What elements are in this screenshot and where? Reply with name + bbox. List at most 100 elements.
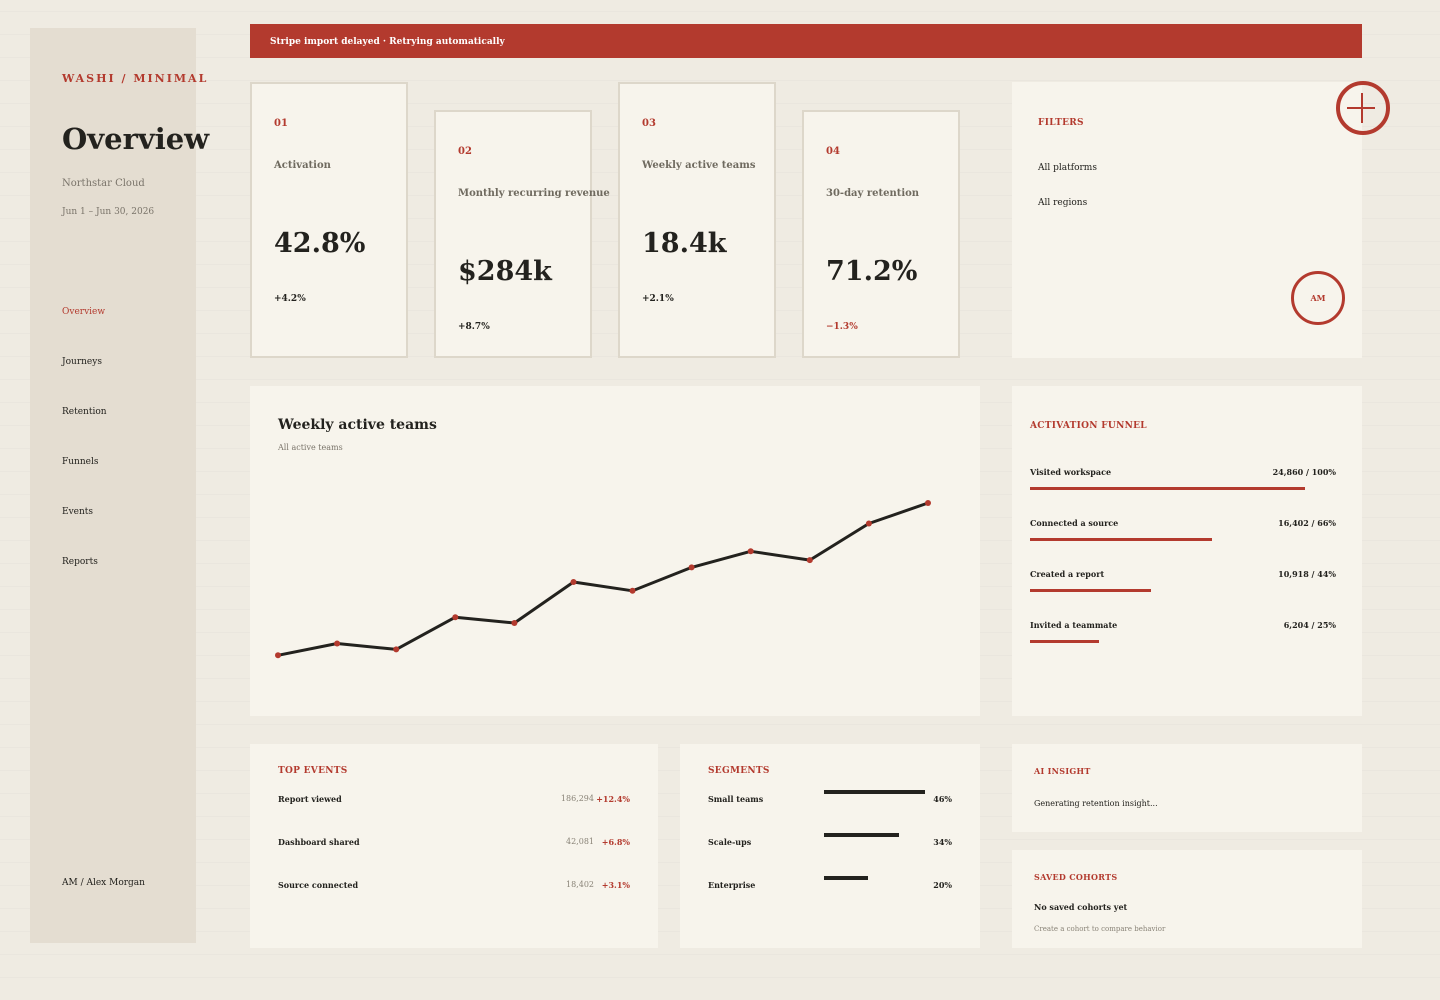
funnel-step-bar [1030,538,1212,541]
segment-percent: 46% [933,794,952,804]
segment-name[interactable]: Small teams [708,794,764,804]
data-point[interactable] [806,557,813,564]
funnel-title: ACTIVATION FUNNEL [1030,421,1147,431]
segment-name[interactable]: Scale-ups [708,837,752,847]
event-delta: +12.4% [596,794,630,804]
event-name[interactable]: Source connected [278,880,359,890]
data-point[interactable] [570,579,577,585]
user-account[interactable]: AM / Alex Morgan [62,878,145,888]
date-range[interactable]: Jun 1 – Jun 30, 2026 [62,207,155,217]
kpi-card-weekly-active-teams[interactable]: 03 Weekly active teams 18.4k +2.1% [618,82,776,358]
event-name[interactable]: Dashboard shared [278,837,360,847]
cohorts-hint: Create a cohort to compare behavior [1034,925,1166,933]
event-delta: +3.1% [601,880,630,890]
event-count: 18,402 [566,880,594,889]
event-count: 42,081 [566,837,594,846]
data-point[interactable] [511,620,518,626]
nav-item-events[interactable]: Events [62,507,94,517]
cohorts-title: SAVED COHORTS [1034,872,1118,882]
data-point[interactable] [393,646,400,653]
data-point[interactable] [334,640,341,647]
platform-filter[interactable]: All platforms [1038,163,1097,173]
kpi-value: 18.4k [642,228,727,259]
funnel-step-label: Invited a teammate [1030,620,1118,630]
weekly-active-teams-chart: Weekly active teams All active teams [250,386,980,716]
funnel-step-value: 6,204 / 25% [1283,620,1336,630]
funnel-step-bar [1030,640,1099,643]
kpi-label: Weekly active teams [642,160,756,171]
insight-title: AI INSIGHT [1034,766,1091,776]
event-count: 186,294 [560,794,594,803]
segment-percent: 20% [933,880,952,890]
data-point[interactable] [688,564,695,571]
kpi-value: 71.2% [826,256,918,287]
kpi-card-activation[interactable]: 01 Activation 42.8% +4.2% [250,82,408,358]
kpi-delta: +8.7% [458,322,490,332]
nav-item-overview[interactable]: Overview [62,307,106,317]
brand-logo: WASHI / MINIMAL [62,72,209,85]
kpi-label: Monthly recurring revenue [458,188,610,199]
segments-panel: SEGMENTS Small teams 46% Scale-ups 34% Enter… [680,744,980,948]
kpi-delta: +4.2% [274,294,306,304]
kpi-card-mrr[interactable]: 02 Monthly recurring revenue $284k +8.7% [434,110,610,358]
top-events-title: TOP EVENTS [278,766,348,776]
saved-cohorts-panel: SAVED COHORTS No saved cohorts yet Creat… [1012,850,1362,948]
region-filter[interactable]: All regions [1038,198,1088,208]
data-point[interactable] [452,614,459,621]
chart-title: Weekly active teams [278,417,437,433]
kpi-number: 01 [274,118,288,129]
ai-insight-panel: AI INSIGHT Generating retention insight.… [1012,744,1362,832]
funnel-step-label: Created a report [1030,569,1105,579]
line-chart [275,500,931,659]
activation-funnel-panel: ACTIVATION FUNNEL Visited workspace 24,86… [1012,386,1362,716]
alert-text: Stripe import delayed · Retrying automat… [270,37,505,47]
nav-item-journeys[interactable]: Journeys [62,357,102,367]
funnel-step-bar [1030,487,1305,490]
segment-name[interactable]: Enterprise [708,880,756,890]
funnel-step-value: 24,860 / 100% [1272,467,1336,477]
segment-bar [824,833,899,837]
funnel-step-label: Visited workspace [1030,467,1112,477]
page-title: Overview [62,122,210,156]
data-point[interactable] [275,652,281,659]
event-name[interactable]: Report viewed [278,794,342,804]
funnel-step-bar [1030,589,1151,592]
funnel-step-label: Connected a source [1030,518,1119,528]
kpi-number: 03 [642,118,656,129]
kpi-value: $284k [458,256,552,287]
kpi-value: 42.8% [274,228,366,259]
series-line [277,501,929,657]
workspace-name: Northstar Cloud [62,178,145,189]
kpi-number: 02 [458,146,472,157]
nav-item-funnels[interactable]: Funnels [62,457,99,467]
add-icon[interactable] [1336,81,1390,135]
funnel-step-value: 16,402 / 66% [1278,518,1336,528]
segments-title: SEGMENTS [708,766,770,776]
nav-item-retention[interactable]: Retention [62,407,107,417]
filters-title: FILTERS [1038,118,1084,128]
segment-bar [824,790,925,794]
kpi-card-retention[interactable]: 04 30-day retention 71.2% −1.3% [802,110,960,358]
kpi-number: 04 [826,146,840,157]
cohorts-empty-state: No saved cohorts yet [1034,902,1128,912]
event-delta: +6.8% [601,837,630,847]
avatar[interactable]: AM [1291,271,1345,325]
chart-subtitle: All active teams [278,443,343,452]
kpi-label: 30-day retention [826,188,920,199]
kpi-delta: +2.1% [642,294,674,304]
data-point[interactable] [747,548,754,555]
filters-panel: FILTERS All platforms All regions AM [1012,82,1362,358]
data-point[interactable] [629,587,636,594]
alert-banner: Stripe import delayed · Retrying automat… [250,24,1362,58]
top-events-panel: TOP EVENTS Report viewed 186,294 +12.4% … [250,744,658,948]
data-point[interactable] [925,500,931,506]
kpi-label: Activation [274,160,331,171]
data-point[interactable] [865,520,872,527]
segment-percent: 34% [933,837,952,847]
funnel-step-value: 10,918 / 44% [1278,569,1336,579]
segment-bar [824,876,868,880]
kpi-delta: −1.3% [826,322,858,332]
insight-text: Generating retention insight... [1034,799,1158,808]
sidebar: WASHI / MINIMAL Overview Northstar Cloud… [30,28,209,943]
nav-item-reports[interactable]: Reports [62,557,98,567]
